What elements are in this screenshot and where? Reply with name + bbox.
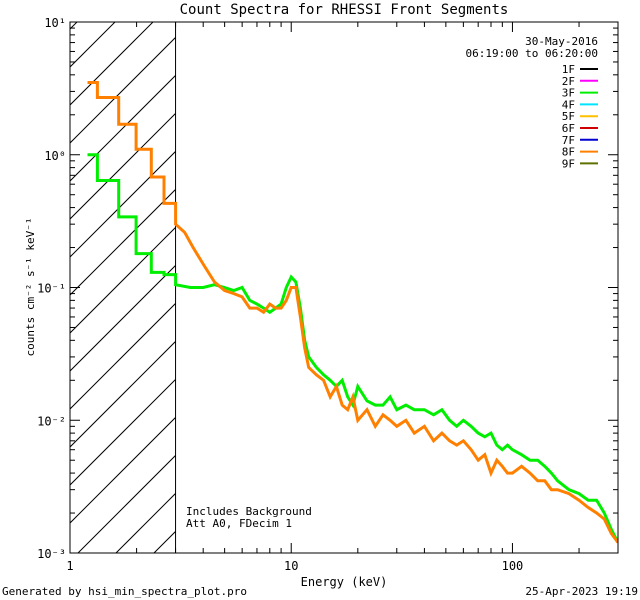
y-tick-label: 10⁰ <box>44 149 66 163</box>
legend-label: 9F <box>562 157 575 170</box>
legend-label: 8F <box>562 146 575 159</box>
time-range-label: 06:19:00 to 06:20:00 <box>466 47 598 60</box>
y-axis-label: counts cm⁻² s⁻¹ keV⁻¹ <box>24 217 37 356</box>
hatch-line <box>70 264 176 372</box>
x-tick-label: 1 <box>66 559 73 573</box>
hatch-line <box>70 378 176 486</box>
legend-label: 4F <box>562 98 575 111</box>
hatch-line <box>70 74 176 182</box>
y-tick-label: 10¹ <box>44 16 66 30</box>
hatch-line <box>70 22 154 106</box>
hatch-line <box>77 454 176 553</box>
legend-label: 6F <box>562 122 575 135</box>
hatch-line <box>70 226 176 334</box>
y-tick-label: 10⁻³ <box>37 547 66 561</box>
hatch-line <box>70 22 116 68</box>
chart-title: Count Spectra for RHESSI Front Segments <box>180 2 509 18</box>
hatch-line <box>70 302 176 410</box>
footer-generated-by: Generated by hsi_min_spectra_plot.pro <box>2 585 247 598</box>
hatch-line <box>70 36 176 144</box>
x-tick-label: 10 <box>284 559 298 573</box>
hatch-line <box>268 0 640 553</box>
annotation-background: Includes Background <box>186 505 312 518</box>
legend-label: 1F <box>562 63 575 76</box>
legend-label: 2F <box>562 75 575 88</box>
series-3F <box>87 153 618 544</box>
annotation-attenuator: Att A0, FDecim 1 <box>186 517 292 530</box>
legend-label: 7F <box>562 134 575 147</box>
legend-label: 3F <box>562 87 575 100</box>
x-tick-label: 100 <box>502 559 524 573</box>
plot-frame <box>69 21 619 554</box>
legend-label: 5F <box>562 110 575 123</box>
series-8F <box>87 81 618 544</box>
footer-timestamp: 25-Apr-2023 19:19 <box>525 585 638 598</box>
hatch-line <box>70 188 176 296</box>
hatch-line <box>70 22 78 30</box>
y-tick-label: 10⁻¹ <box>37 282 66 296</box>
x-axis-label: Energy (keV) <box>301 575 388 589</box>
y-tick-label: 10⁻² <box>37 414 66 428</box>
date-label: 30-May-2016 <box>525 35 598 48</box>
hatch-line <box>70 150 176 258</box>
hatch-line <box>70 416 176 524</box>
